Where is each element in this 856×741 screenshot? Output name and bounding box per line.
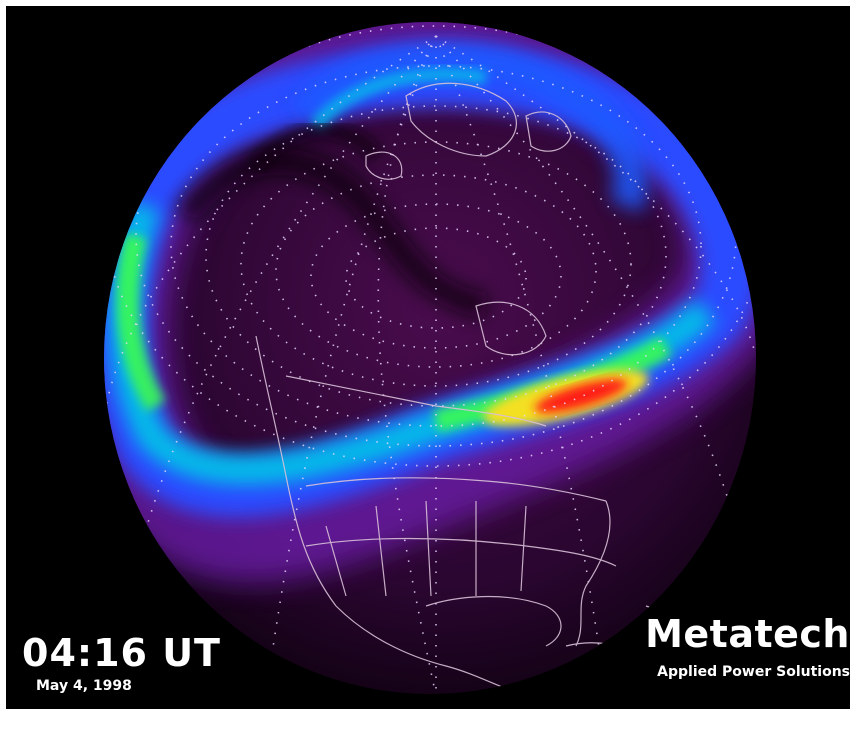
brand-logo-text: Metatech xyxy=(645,612,850,656)
date-label: May 4, 1998 xyxy=(36,678,132,694)
time-label: 04:16 UT xyxy=(22,631,221,675)
auroral-oval-map xyxy=(104,22,756,694)
brand-tagline: Applied Power Solutions xyxy=(657,664,850,680)
auroral-peak-red xyxy=(534,379,628,413)
polar-cap-arc xyxy=(291,41,648,213)
aurora-map-frame: 04:16 UT May 4, 1998 Metatech Applied Po… xyxy=(6,6,850,709)
